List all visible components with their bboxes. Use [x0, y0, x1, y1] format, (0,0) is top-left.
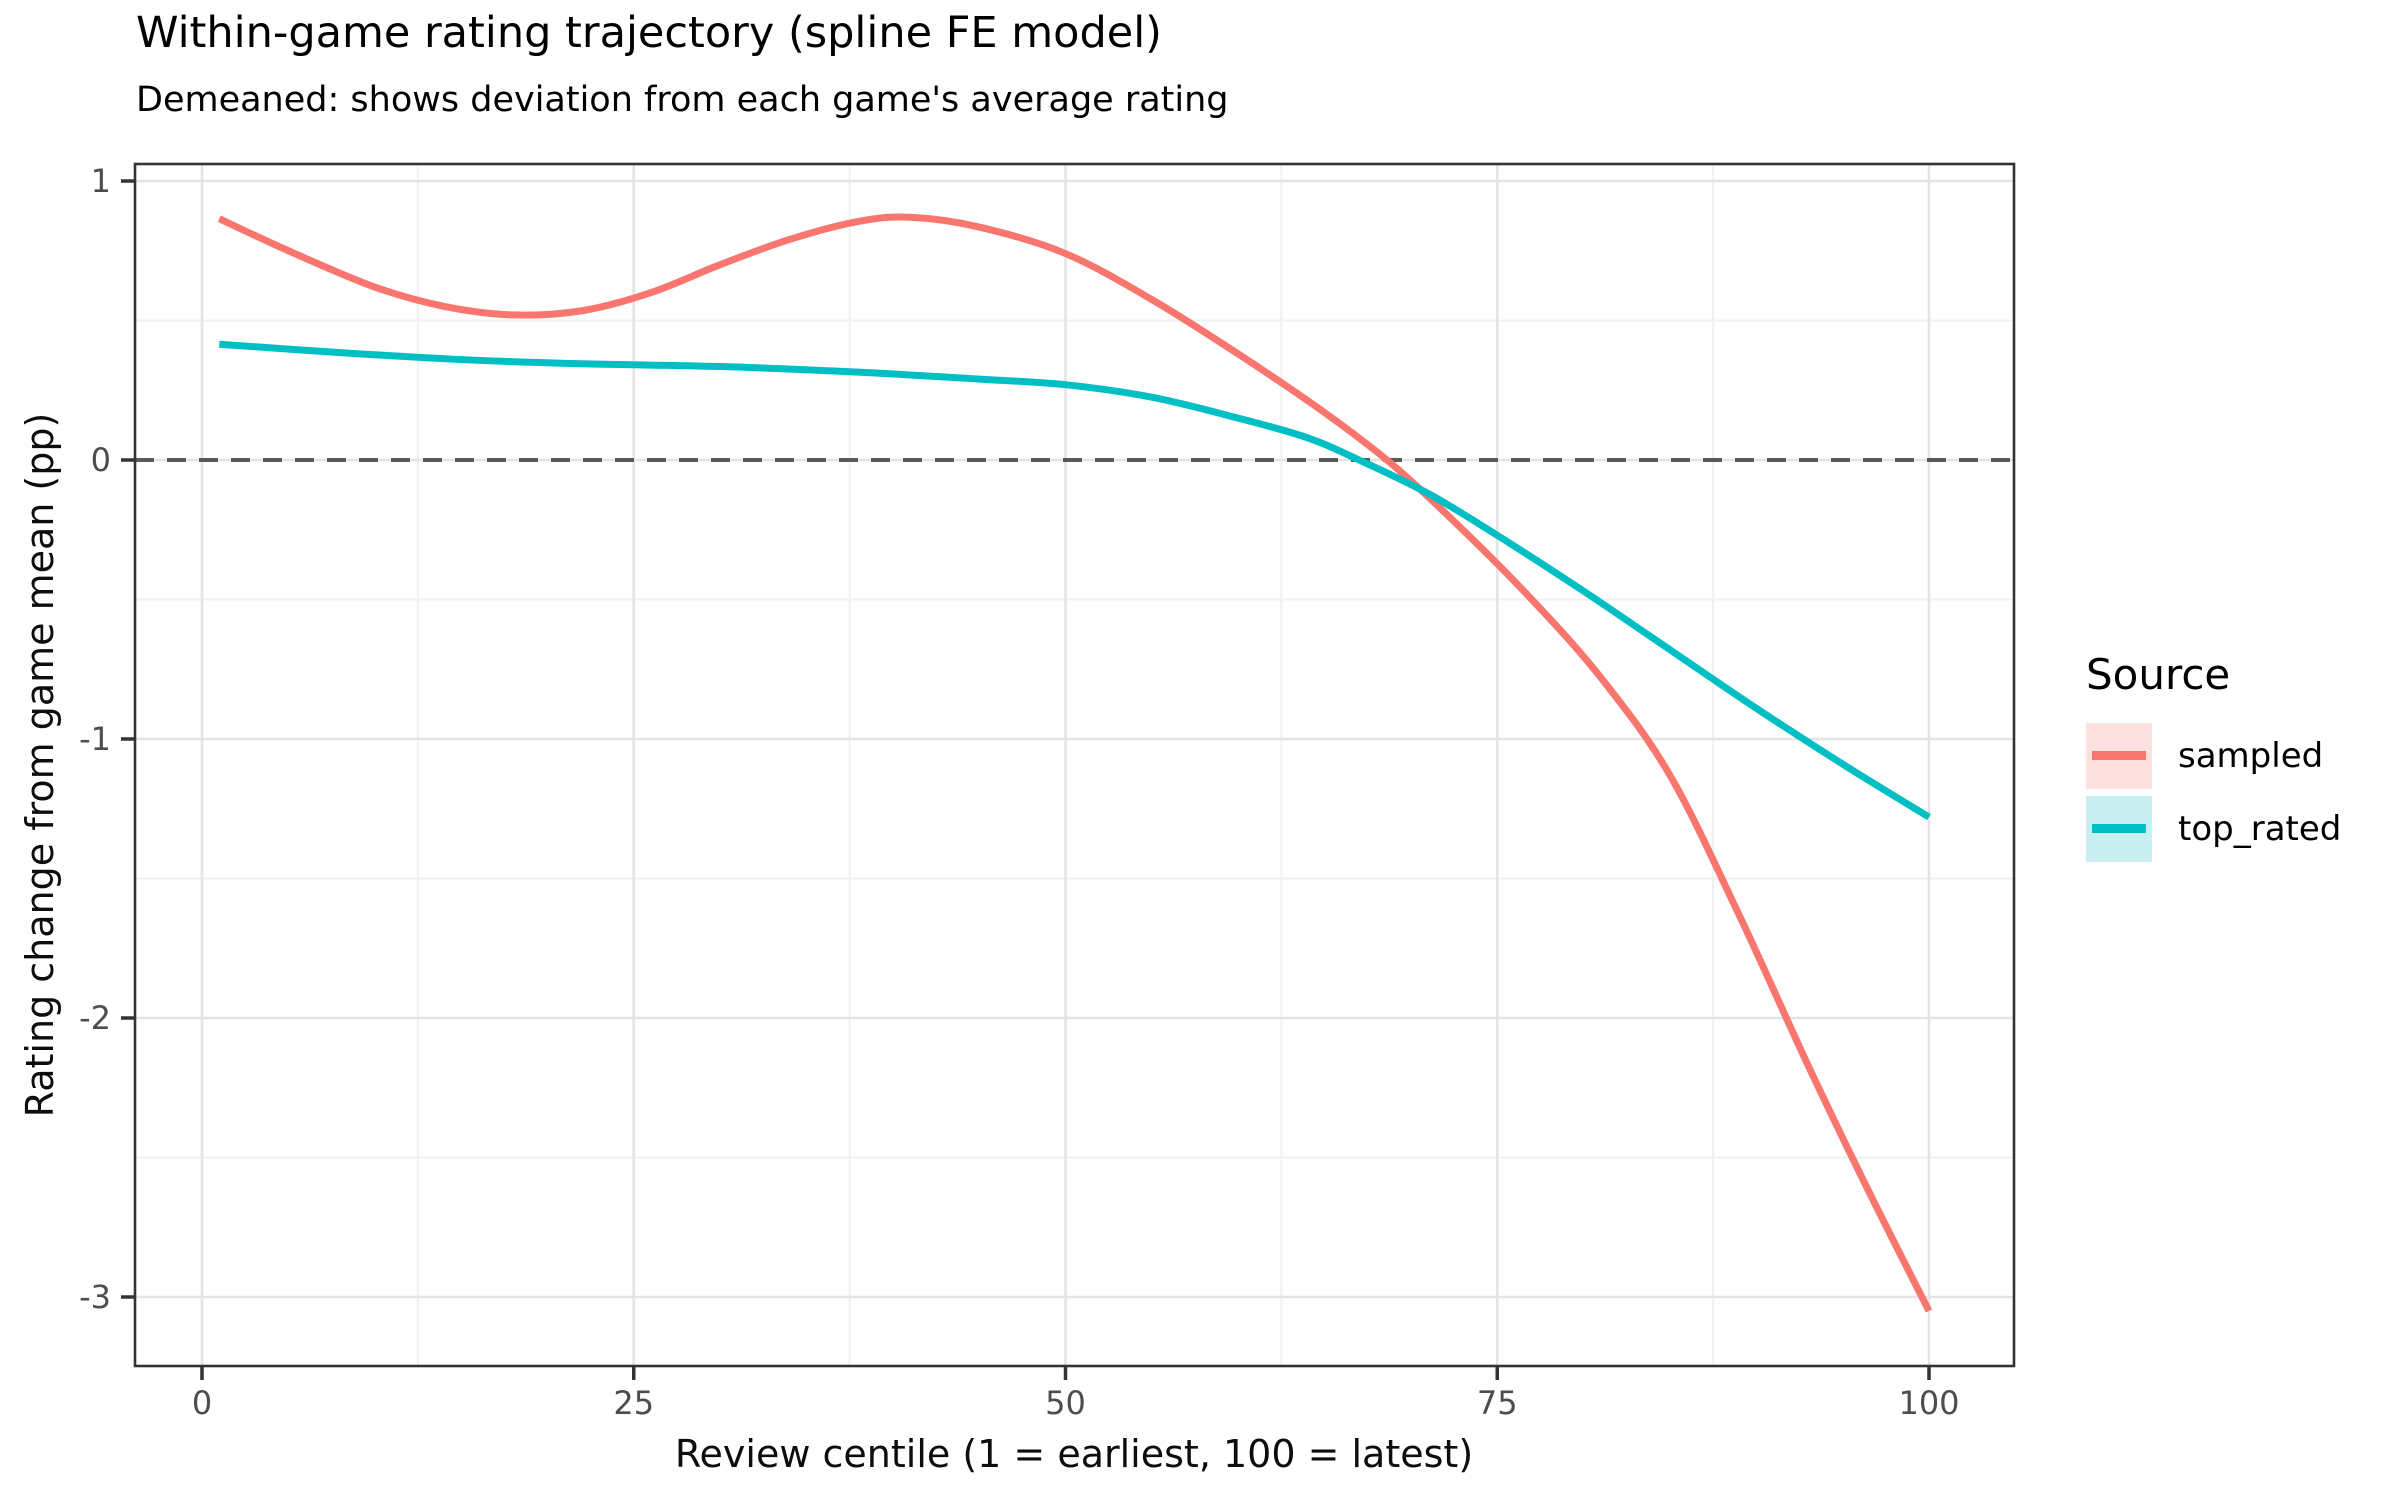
page-subtitle: Demeaned: shows deviation from each game…: [136, 80, 1229, 120]
legend: Source sampled top_rated: [2086, 650, 2341, 869]
x-tick-label-50: 50: [1045, 1384, 1086, 1422]
legend-label-sampled: sampled: [2178, 736, 2324, 776]
legend-item-sampled: sampled: [2086, 723, 2341, 789]
y-tick-label-0: 0: [91, 441, 111, 479]
legend-key-line-top-rated: [2092, 824, 2146, 833]
y-tick-label--3: -3: [79, 1278, 111, 1316]
legend-item-top-rated: top_rated: [2086, 796, 2341, 862]
x-tick-label-0: 0: [192, 1384, 212, 1422]
series-line-sampled: [217, 213, 1933, 1313]
x-axis-title: Review centile (1 = earliest, 100 = late…: [674, 1432, 1474, 1476]
x-tick-label-75: 75: [1477, 1384, 1518, 1422]
legend-key-line-sampled: [2092, 751, 2146, 760]
page-title: Within-game rating trajectory (spline FE…: [136, 8, 1162, 58]
legend-label-top-rated: top_rated: [2178, 809, 2342, 849]
panel-border: [133, 162, 2016, 1368]
series-line-top_rated: [219, 340, 1931, 821]
x-tick-label-25: 25: [613, 1384, 654, 1422]
legend-title: Source: [2086, 650, 2231, 699]
y-tick-label-1: 1: [91, 162, 111, 200]
y-tick-label--1: -1: [79, 720, 111, 758]
y-axis-title: Rating change from game mean (pp): [18, 412, 62, 1118]
y-tick-label--2: -2: [79, 999, 111, 1037]
x-tick-label-100: 100: [1898, 1384, 1959, 1422]
legend-swatch-top-rated: [2086, 796, 2152, 862]
legend-swatch-sampled: [2086, 723, 2152, 789]
